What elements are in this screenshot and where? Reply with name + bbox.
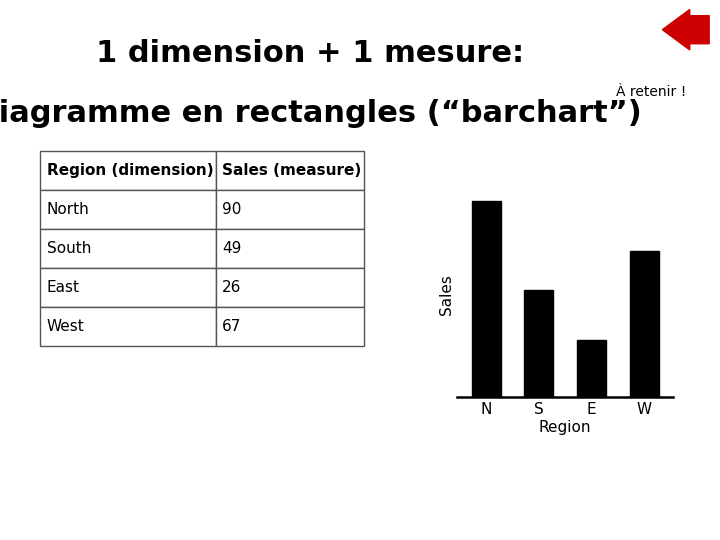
Bar <box>577 340 606 397</box>
Text: 26: 26 <box>222 280 241 295</box>
Text: North: North <box>47 202 89 217</box>
Y-axis label: Sales: Sales <box>439 274 454 315</box>
Bar <box>216 229 364 268</box>
Text: 67: 67 <box>222 319 241 334</box>
Bar <box>524 291 554 397</box>
Bar <box>216 307 364 346</box>
Bar <box>472 201 500 397</box>
Text: 1 dimension + 1 mesure:: 1 dimension + 1 mesure: <box>96 39 523 69</box>
Bar <box>40 190 216 229</box>
Bar <box>216 151 364 190</box>
Text: 90: 90 <box>222 202 241 217</box>
FancyArrow shape <box>662 10 709 50</box>
Text: 49: 49 <box>222 241 241 256</box>
Bar <box>630 252 659 397</box>
Bar <box>40 151 216 190</box>
Bar <box>40 229 216 268</box>
X-axis label: Region: Region <box>539 420 591 435</box>
Text: diagramme en rectangles (“barchart”): diagramme en rectangles (“barchart”) <box>0 99 642 128</box>
Text: Sales (measure): Sales (measure) <box>222 163 361 178</box>
Text: Region (dimension): Region (dimension) <box>47 163 213 178</box>
Text: À retenir !: À retenir ! <box>616 85 687 99</box>
Bar <box>216 190 364 229</box>
Text: South: South <box>47 241 91 256</box>
Bar <box>216 268 364 307</box>
Text: East: East <box>47 280 80 295</box>
Bar <box>40 307 216 346</box>
Text: West: West <box>47 319 84 334</box>
Bar <box>40 268 216 307</box>
